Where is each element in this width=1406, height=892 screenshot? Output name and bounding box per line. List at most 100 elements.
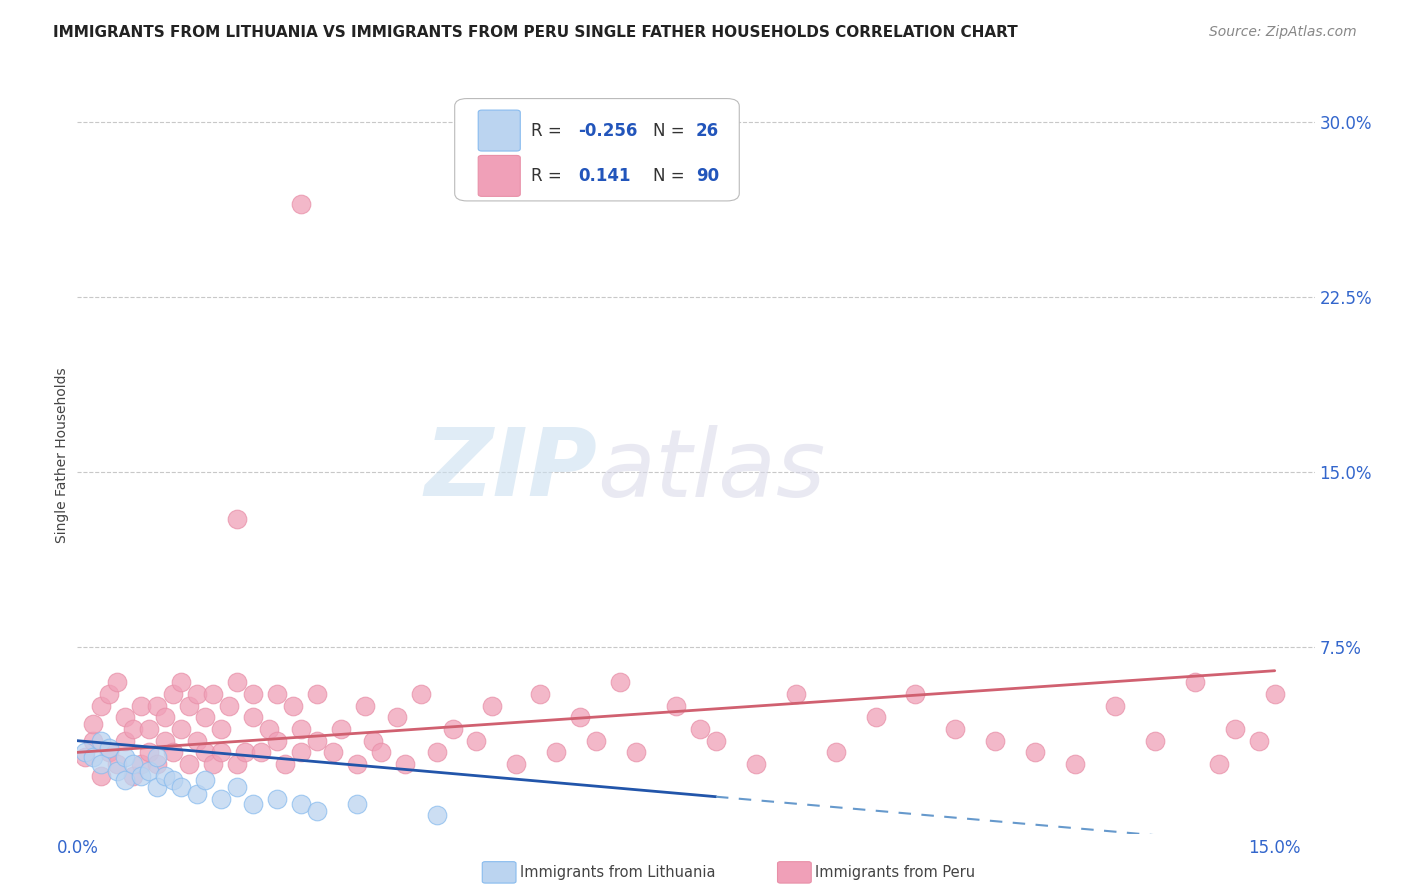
Point [162, 745, 184, 759]
Point [242, 797, 264, 811]
Point [186, 733, 208, 747]
Point [90, 769, 112, 783]
Point [75, 745, 97, 759]
Point [290, 197, 312, 211]
Point [194, 710, 217, 724]
Point [346, 757, 368, 772]
Point [209, 792, 232, 806]
Point [82, 750, 104, 764]
Point [824, 745, 846, 759]
Point [242, 710, 264, 724]
Text: N =: N = [652, 167, 689, 185]
Point [290, 797, 312, 811]
Point [242, 687, 264, 701]
Point [322, 745, 344, 759]
Point [122, 722, 145, 736]
Point [569, 710, 592, 724]
Point [505, 757, 527, 772]
Point [209, 745, 232, 759]
Text: 0.141: 0.141 [578, 167, 631, 185]
Point [1264, 687, 1286, 701]
Text: ZIP: ZIP [425, 424, 598, 516]
Point [274, 757, 297, 772]
Point [745, 757, 768, 772]
Point [609, 675, 631, 690]
Point [129, 698, 152, 713]
Point [266, 687, 288, 701]
Point [153, 769, 176, 783]
Point [146, 757, 169, 772]
Point [624, 745, 647, 759]
Point [305, 733, 328, 747]
Point [361, 733, 384, 747]
Point [529, 687, 551, 701]
Point [250, 745, 273, 759]
Point [266, 733, 288, 747]
Point [218, 698, 240, 713]
Text: R =: R = [531, 121, 568, 139]
Text: Immigrants from Lithuania: Immigrants from Lithuania [520, 865, 716, 880]
Point [202, 757, 225, 772]
Point [170, 780, 193, 795]
FancyBboxPatch shape [454, 98, 740, 201]
Point [153, 710, 176, 724]
Point [425, 745, 447, 759]
Y-axis label: Single Father Households: Single Father Households [55, 368, 69, 542]
Point [75, 750, 97, 764]
Point [186, 788, 208, 802]
Text: atlas: atlas [598, 425, 825, 516]
Point [114, 710, 136, 724]
Point [122, 757, 145, 772]
Point [82, 733, 104, 747]
Point [153, 733, 176, 747]
Point [945, 722, 967, 736]
Point [425, 808, 447, 822]
Point [138, 745, 160, 759]
Point [98, 740, 121, 755]
Point [904, 687, 927, 701]
Point [138, 764, 160, 778]
Point [226, 757, 249, 772]
Point [105, 757, 128, 772]
Point [1104, 698, 1126, 713]
Point [194, 745, 217, 759]
Point [329, 722, 352, 736]
Point [689, 722, 711, 736]
Point [1184, 675, 1206, 690]
Point [122, 769, 145, 783]
Point [1208, 757, 1230, 772]
Point [146, 780, 169, 795]
Point [98, 687, 121, 701]
Text: Source: ZipAtlas.com: Source: ZipAtlas.com [1209, 25, 1357, 39]
Point [226, 512, 249, 526]
Point [785, 687, 807, 701]
Point [226, 675, 249, 690]
Point [146, 750, 169, 764]
Text: 26: 26 [696, 121, 718, 139]
Point [409, 687, 432, 701]
Point [129, 757, 152, 772]
Point [305, 804, 328, 818]
Point [170, 722, 193, 736]
Point [114, 750, 136, 764]
Point [114, 773, 136, 788]
Point [290, 722, 312, 736]
Point [146, 698, 169, 713]
Point [385, 710, 408, 724]
Point [170, 675, 193, 690]
Point [177, 757, 200, 772]
Point [177, 698, 200, 713]
Text: IMMIGRANTS FROM LITHUANIA VS IMMIGRANTS FROM PERU SINGLE FATHER HOUSEHOLDS CORRE: IMMIGRANTS FROM LITHUANIA VS IMMIGRANTS … [53, 25, 1018, 40]
Point [162, 687, 184, 701]
Point [257, 722, 280, 736]
Point [281, 698, 304, 713]
Point [1064, 757, 1087, 772]
Point [162, 773, 184, 788]
Point [233, 745, 256, 759]
Point [266, 792, 288, 806]
Point [226, 780, 249, 795]
Point [98, 745, 121, 759]
Point [305, 687, 328, 701]
Text: N =: N = [652, 121, 689, 139]
Point [665, 698, 688, 713]
